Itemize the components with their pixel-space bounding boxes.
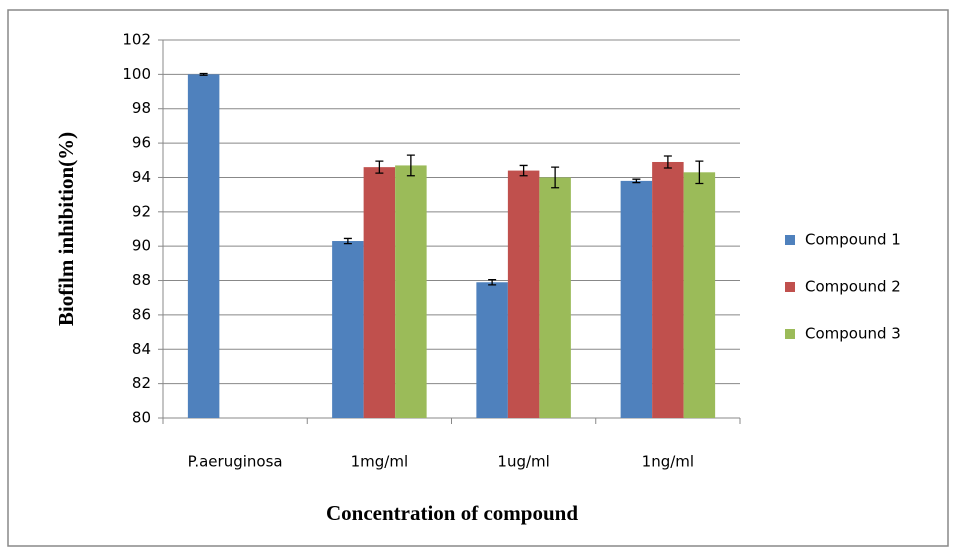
bar [476,282,508,418]
error-bar [406,154,415,177]
error-bar [343,237,352,245]
y-tick-label: 98 [132,99,151,117]
error-bar [695,160,704,185]
bar [363,167,396,418]
y-tick-label: 94 [132,168,151,186]
y-tick-label: 80 [132,409,151,427]
bar [507,170,540,418]
chart-frame [7,9,949,547]
bar [332,241,364,418]
y-tick-label: 100 [122,65,151,83]
legend-swatch [785,282,795,292]
bar [652,161,684,418]
bar [187,74,220,418]
y-tick-label: 102 [122,31,151,49]
x-axis-title: Concentration of compound [326,501,578,525]
bar [683,172,716,418]
error-bar [551,166,560,189]
error-bar [663,155,672,169]
error-bar [199,72,208,76]
y-tick-label: 86 [132,305,151,323]
x-tick-label: P.aeruginosa [188,453,283,471]
legend-swatch [785,235,795,245]
y-tick-label: 90 [132,237,151,255]
bar [395,165,427,418]
y-tick-label: 96 [132,134,151,152]
bar [539,177,571,418]
bar [620,180,653,418]
legend-label: Compound 1 [805,231,901,249]
y-axis-title: Biofilm inhibition(%) [54,132,78,326]
y-tick-label: 92 [132,202,151,220]
x-tick-label: 1ug/ml [497,453,549,471]
y-tick-label: 82 [132,374,151,392]
error-bar [632,178,641,184]
y-tick-label: 84 [132,340,151,358]
error-bar [375,160,384,174]
error-bar [519,164,528,177]
error-bar [488,279,497,286]
x-tick-label: 1mg/ml [351,453,409,471]
x-tick-label: 1ng/ml [642,453,694,471]
legend-label: Compound 3 [805,325,901,343]
legend-swatch [785,329,795,339]
legend-label: Compound 2 [805,278,901,296]
y-tick-label: 88 [132,271,151,289]
